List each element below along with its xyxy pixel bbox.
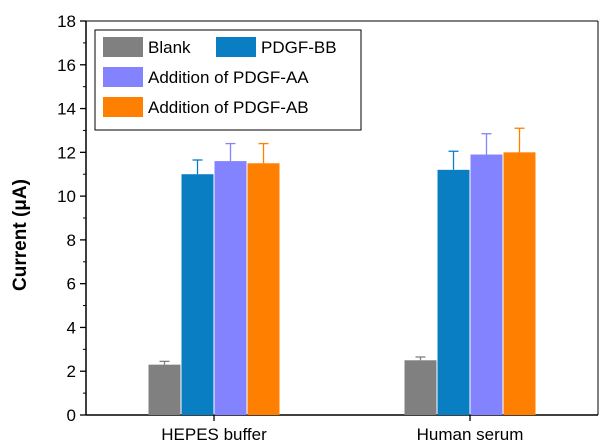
legend: Blank PDGF-BB Addition of PDGF-AA Addition … bbox=[94, 29, 362, 131]
legend-label: Addition of PDGF-AA bbox=[148, 68, 309, 87]
y-tick-label: 4 bbox=[67, 318, 76, 337]
y-tick-label: 6 bbox=[67, 275, 76, 294]
bar bbox=[214, 161, 247, 415]
y-tick-label: 18 bbox=[57, 12, 76, 31]
bar bbox=[247, 163, 280, 415]
bar bbox=[470, 154, 503, 415]
bar bbox=[437, 169, 470, 415]
bar bbox=[404, 360, 437, 415]
legend-label: Addition of PDGF-AB bbox=[148, 98, 309, 117]
y-tick-label: 14 bbox=[57, 100, 76, 119]
legend-swatch bbox=[103, 67, 143, 87]
legend-label: PDGF-BB bbox=[261, 38, 337, 57]
y-tick-label: 2 bbox=[67, 362, 76, 381]
y-axis-title: Current (μA) bbox=[10, 179, 31, 291]
y-axis-ticks: 0 2 4 6 8 10 12 14 16 18 bbox=[57, 12, 86, 425]
y-tick-label: 12 bbox=[57, 143, 76, 162]
bar bbox=[503, 152, 536, 416]
x-axis-labels: HEPES buffer Human serum bbox=[161, 415, 523, 444]
bar bbox=[148, 364, 181, 415]
y-tick-label: 16 bbox=[57, 56, 76, 75]
legend-label: Blank bbox=[148, 38, 191, 57]
bar bbox=[181, 174, 214, 415]
x-tick-label: HEPES buffer bbox=[161, 425, 267, 444]
y-tick-label: 8 bbox=[67, 231, 76, 250]
y-tick-label: 0 bbox=[67, 406, 76, 425]
x-tick-label: Human serum bbox=[417, 425, 524, 444]
bars bbox=[148, 127, 536, 416]
y-tick-label: 10 bbox=[57, 187, 76, 206]
legend-swatch bbox=[103, 37, 143, 57]
legend-swatch bbox=[103, 97, 143, 117]
legend-swatch bbox=[216, 37, 256, 57]
